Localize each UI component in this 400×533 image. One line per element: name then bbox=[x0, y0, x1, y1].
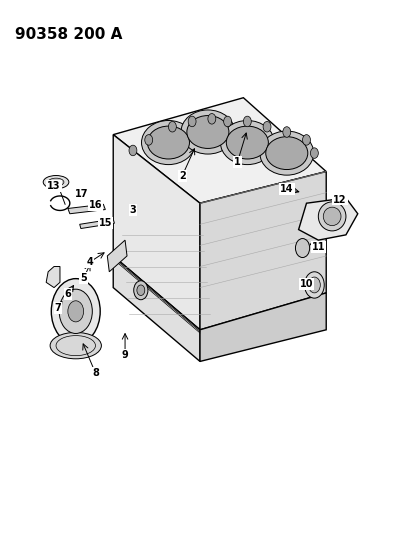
Polygon shape bbox=[68, 204, 105, 214]
Circle shape bbox=[296, 239, 310, 257]
Ellipse shape bbox=[260, 131, 314, 175]
Ellipse shape bbox=[220, 120, 274, 165]
Circle shape bbox=[129, 145, 137, 156]
Text: 10: 10 bbox=[300, 279, 313, 289]
Polygon shape bbox=[113, 256, 200, 361]
Text: 5: 5 bbox=[80, 273, 87, 283]
Ellipse shape bbox=[142, 120, 195, 165]
Text: 8: 8 bbox=[92, 368, 99, 378]
Text: 16: 16 bbox=[89, 200, 102, 210]
Text: 90358 200 A: 90358 200 A bbox=[15, 27, 122, 42]
Ellipse shape bbox=[226, 126, 268, 159]
Ellipse shape bbox=[50, 333, 101, 359]
Circle shape bbox=[59, 289, 92, 334]
Circle shape bbox=[145, 135, 153, 145]
Circle shape bbox=[168, 122, 176, 132]
Polygon shape bbox=[200, 293, 326, 361]
Circle shape bbox=[308, 277, 320, 293]
Polygon shape bbox=[80, 219, 114, 229]
Ellipse shape bbox=[266, 136, 308, 169]
Text: 11: 11 bbox=[312, 242, 325, 252]
Circle shape bbox=[310, 148, 318, 158]
Circle shape bbox=[224, 116, 232, 127]
Polygon shape bbox=[46, 266, 60, 288]
Text: 4: 4 bbox=[86, 257, 93, 267]
Polygon shape bbox=[113, 98, 326, 203]
Text: 12: 12 bbox=[333, 195, 347, 205]
Ellipse shape bbox=[43, 175, 69, 189]
Circle shape bbox=[188, 116, 196, 127]
Ellipse shape bbox=[181, 110, 235, 154]
Circle shape bbox=[134, 281, 148, 300]
Polygon shape bbox=[200, 172, 326, 330]
Text: 2: 2 bbox=[179, 171, 186, 181]
Circle shape bbox=[51, 279, 100, 344]
Text: 14: 14 bbox=[280, 184, 294, 194]
Text: 7: 7 bbox=[55, 303, 61, 313]
Text: 1: 1 bbox=[234, 157, 241, 167]
Polygon shape bbox=[113, 135, 200, 330]
Text: 17: 17 bbox=[75, 189, 88, 199]
Circle shape bbox=[243, 116, 251, 127]
Text: 15: 15 bbox=[98, 218, 112, 228]
Circle shape bbox=[283, 127, 291, 138]
Text: 9: 9 bbox=[122, 350, 128, 360]
Ellipse shape bbox=[48, 178, 64, 186]
Circle shape bbox=[137, 285, 145, 295]
Ellipse shape bbox=[148, 126, 190, 159]
Circle shape bbox=[304, 272, 324, 298]
Text: 13: 13 bbox=[47, 181, 61, 191]
Polygon shape bbox=[107, 240, 127, 272]
Circle shape bbox=[208, 114, 216, 124]
Ellipse shape bbox=[187, 116, 229, 148]
Ellipse shape bbox=[318, 202, 346, 231]
Circle shape bbox=[263, 122, 271, 132]
Circle shape bbox=[302, 135, 310, 145]
Circle shape bbox=[68, 301, 84, 322]
Ellipse shape bbox=[323, 207, 341, 225]
Text: 6: 6 bbox=[64, 289, 71, 299]
Text: 3: 3 bbox=[130, 205, 136, 215]
Polygon shape bbox=[299, 198, 358, 240]
